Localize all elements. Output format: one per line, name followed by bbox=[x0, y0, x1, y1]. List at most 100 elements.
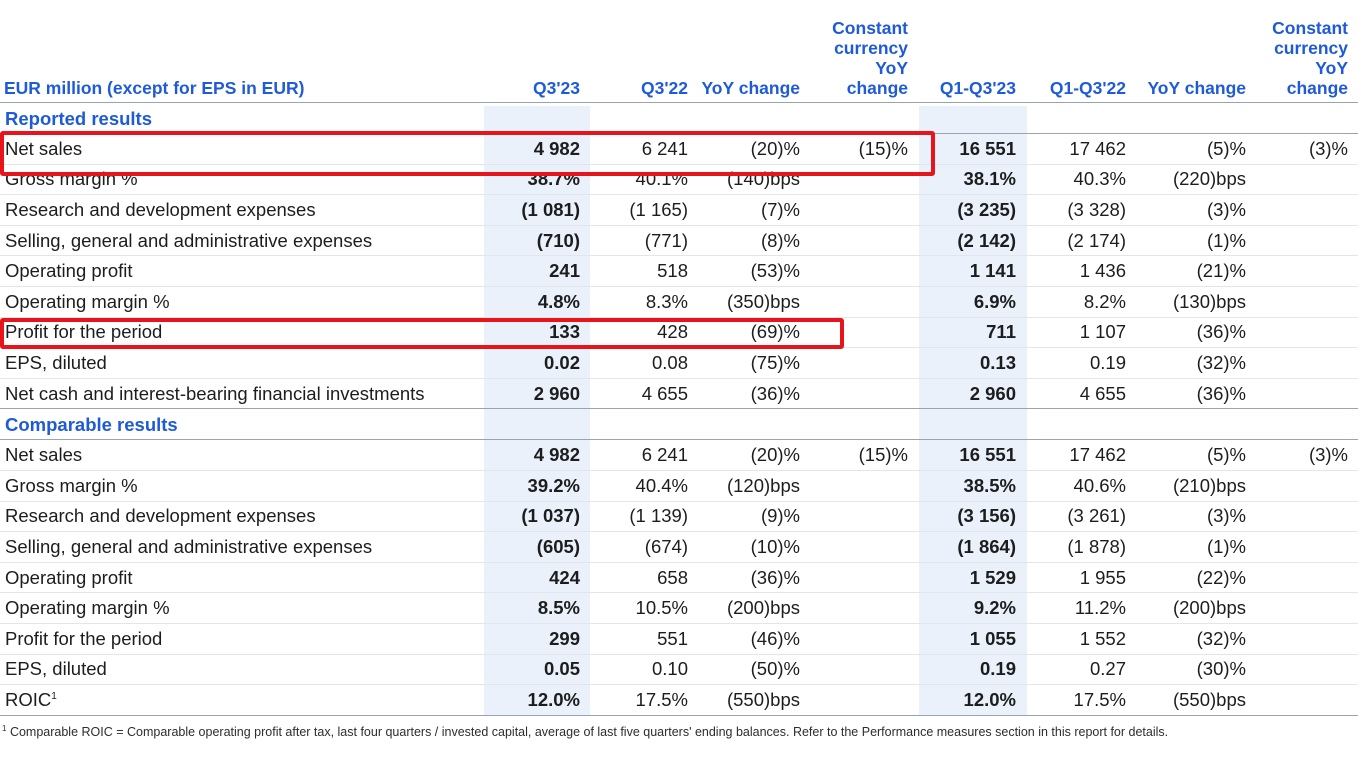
row-label-text: Net cash and interest-bearing financial … bbox=[5, 382, 425, 404]
table-row: Operating profit 424 658 (36)% 1 529 1 955 (22… bbox=[0, 562, 1358, 594]
cell-yoy-ytd: (32)% bbox=[1136, 623, 1256, 655]
cell-cc-yoy-ytd bbox=[1256, 623, 1358, 655]
cell-q1-q3-23: 38.1% bbox=[918, 164, 1026, 196]
row-label-text: EPS, diluted bbox=[5, 658, 107, 680]
cell-yoy: (200)bps bbox=[698, 592, 810, 624]
cell-cc-yoy-ytd bbox=[1256, 592, 1358, 624]
cell-yoy-ytd: (1)% bbox=[1136, 225, 1256, 257]
cell-cc-yoy bbox=[810, 164, 918, 196]
row-label-text: Net sales bbox=[5, 137, 83, 159]
cell-cc-yoy: (15)% bbox=[810, 439, 918, 471]
cell-q1-q3-22: 0.27 bbox=[1026, 654, 1136, 686]
cell-q3-22: 17.5% bbox=[590, 684, 698, 716]
cell-q3-23: 4 982 bbox=[484, 439, 590, 471]
cell-q1-q3-22: 17 462 bbox=[1026, 133, 1136, 165]
cell-cc-yoy bbox=[810, 470, 918, 502]
row-label: Operating profit bbox=[0, 562, 484, 594]
row-label: Operating profit bbox=[0, 255, 484, 287]
cell-yoy: (36)% bbox=[698, 562, 810, 594]
cell-q1-q3-22: 1 436 bbox=[1026, 255, 1136, 287]
section-reported-results: Reported results bbox=[0, 102, 1358, 134]
table-row: Net sales 4 982 6 241 (20)% (15)% 16 551 17 46… bbox=[0, 133, 1358, 165]
cell-q3-22: (1 139) bbox=[590, 501, 698, 533]
cell-q1-q3-22: (2 174) bbox=[1026, 225, 1136, 257]
cell-q1-q3-23: 38.5% bbox=[918, 470, 1026, 502]
cell-cc-yoy bbox=[810, 531, 918, 563]
cell-q3-22: (771) bbox=[590, 225, 698, 257]
cell-yoy-ytd: (130)bps bbox=[1136, 286, 1256, 318]
row-label: Gross margin % bbox=[0, 470, 484, 502]
cell-q1-q3-23: 6.9% bbox=[918, 286, 1026, 318]
cell-yoy-ytd: (210)bps bbox=[1136, 470, 1256, 502]
cell-q3-23: 4.8% bbox=[484, 286, 590, 318]
header-constant-currency-yoy: Constant currency YoY change bbox=[810, 8, 918, 103]
cell-yoy: (36)% bbox=[698, 378, 810, 410]
header-constant-currency-yoy-ytd: Constant currency YoY change bbox=[1256, 8, 1358, 103]
row-label: Operating margin % bbox=[0, 286, 484, 318]
cell-q1-q3-23: 1 529 bbox=[918, 562, 1026, 594]
cell-cc-yoy-ytd bbox=[1256, 684, 1358, 716]
row-label-text: Operating margin % bbox=[5, 290, 170, 312]
cell-q1-q3-23: 711 bbox=[918, 317, 1026, 349]
cell-q3-22: 6 241 bbox=[590, 439, 698, 471]
cell-yoy: (7)% bbox=[698, 194, 810, 226]
table-row: EPS, diluted 0.05 0.10 (50)% 0.19 0.27 (30)% bbox=[0, 654, 1358, 686]
table-row: Operating profit 241 518 (53)% 1 141 1 436 (21… bbox=[0, 255, 1358, 287]
table-row: Selling, general and administrative expe… bbox=[0, 531, 1358, 563]
table-row: Research and development expenses (1 081)… bbox=[0, 194, 1358, 226]
cell-q1-q3-22: 17 462 bbox=[1026, 439, 1136, 471]
row-label: Selling, general and administrative expe… bbox=[0, 531, 484, 563]
cell-cc-yoy-ytd bbox=[1256, 194, 1358, 226]
cell-cc-yoy bbox=[810, 286, 918, 318]
cell-yoy: (550)bps bbox=[698, 684, 810, 716]
cell-q3-22: 551 bbox=[590, 623, 698, 655]
cell-cc-yoy bbox=[810, 317, 918, 349]
cell-cc-yoy-ytd bbox=[1256, 164, 1358, 196]
footnote-marker: 1 bbox=[2, 723, 7, 733]
row-label-text: Profit for the period bbox=[5, 321, 163, 343]
cell-q1-q3-22: 4 655 bbox=[1026, 378, 1136, 410]
cell-q3-22: 0.08 bbox=[590, 347, 698, 379]
cell-q3-22: 0.10 bbox=[590, 654, 698, 686]
cell-yoy-ytd: (200)bps bbox=[1136, 592, 1256, 624]
cell-cc-yoy bbox=[810, 623, 918, 655]
cell-q1-q3-23: (3 156) bbox=[918, 501, 1026, 533]
cell-yoy-ytd: (32)% bbox=[1136, 347, 1256, 379]
cell-yoy: (10)% bbox=[698, 531, 810, 563]
cell-q1-q3-23: 1 055 bbox=[918, 623, 1026, 655]
header-yoy-change-ytd: YoY change bbox=[1136, 8, 1256, 103]
cell-cc-yoy bbox=[810, 255, 918, 287]
row-label-text: Profit for the period bbox=[5, 627, 163, 649]
table-row: Profit for the period 133 428 (69)% 711 1 107… bbox=[0, 317, 1358, 349]
row-label-text: Operating margin % bbox=[5, 597, 170, 619]
cell-cc-yoy-ytd bbox=[1256, 317, 1358, 349]
cell-yoy-ytd: (5)% bbox=[1136, 133, 1256, 165]
header-yoy-change: YoY change bbox=[698, 8, 810, 103]
cell-yoy-ytd: (5)% bbox=[1136, 439, 1256, 471]
cell-cc-yoy-ytd bbox=[1256, 378, 1358, 410]
cell-q3-23: (1 081) bbox=[484, 194, 590, 226]
cell-q3-23: 8.5% bbox=[484, 592, 590, 624]
cell-cc-yoy bbox=[810, 501, 918, 533]
cell-cc-yoy-ytd bbox=[1256, 501, 1358, 533]
row-label-text: Gross margin % bbox=[5, 168, 138, 190]
cell-cc-yoy-ytd bbox=[1256, 255, 1358, 287]
cell-yoy: (9)% bbox=[698, 501, 810, 533]
cell-cc-yoy-ytd bbox=[1256, 286, 1358, 318]
header-q3-23: Q3'23 bbox=[484, 8, 590, 103]
cell-yoy-ytd: (36)% bbox=[1136, 317, 1256, 349]
row-label: Operating margin % bbox=[0, 592, 484, 624]
cell-q3-23: 424 bbox=[484, 562, 590, 594]
table-row: Gross margin % 39.2% 40.4% (120)bps 38.5% 40.… bbox=[0, 470, 1358, 502]
cell-yoy-ytd: (220)bps bbox=[1136, 164, 1256, 196]
cell-q3-23: (1 037) bbox=[484, 501, 590, 533]
cell-q1-q3-23: 0.19 bbox=[918, 654, 1026, 686]
section-title: Reported results bbox=[0, 102, 1358, 134]
row-label-text: Selling, general and administrative expe… bbox=[5, 535, 373, 557]
cell-q3-23: 12.0% bbox=[484, 684, 590, 716]
section-title: Comparable results bbox=[0, 408, 1358, 441]
cell-yoy: (20)% bbox=[698, 439, 810, 471]
cell-yoy: (53)% bbox=[698, 255, 810, 287]
cell-yoy-ytd: (36)% bbox=[1136, 378, 1256, 410]
cell-q1-q3-22: 1 955 bbox=[1026, 562, 1136, 594]
